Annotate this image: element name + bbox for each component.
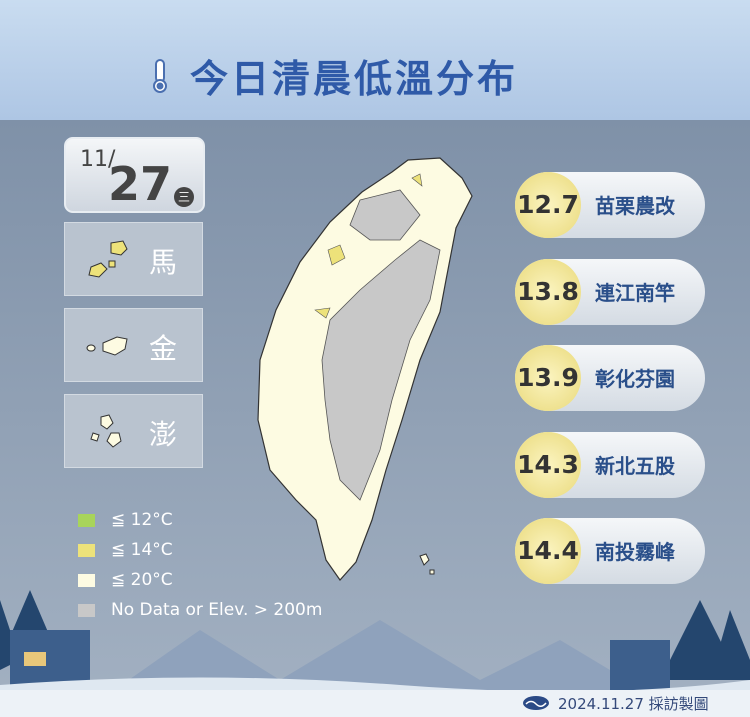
legend-swatch [78, 543, 95, 557]
house-decoration [10, 630, 90, 690]
ranking-item: 14.3 新北五股 [515, 432, 705, 498]
date-month: 11/ [80, 147, 116, 172]
ranking-value: 14.4 [515, 518, 581, 584]
island-kinmen: 金 [64, 308, 203, 382]
ranking-station: 連江南竿 [595, 281, 675, 305]
kinmen-map [86, 336, 128, 356]
ranking-item: 13.9 彰化芬園 [515, 345, 705, 411]
ranking-item: 12.7 苗栗農改 [515, 172, 705, 238]
ranking-station: 苗栗農改 [595, 194, 675, 218]
legend-swatch [78, 603, 95, 617]
page-title: 今日清晨低溫分布 [190, 57, 519, 101]
matsu-map [88, 240, 128, 278]
island-label: 馬 [149, 246, 178, 279]
mountain-no-data-area [321, 239, 441, 501]
ranking-value: 13.8 [515, 259, 581, 325]
legend-item: ≦ 14°C [78, 535, 322, 565]
green-island [419, 553, 435, 575]
winter-scenery [0, 590, 750, 700]
footer: 2024.11.27 採訪製圖 [0, 690, 750, 717]
legend-item: ≦ 20°C [78, 565, 322, 595]
ranking-station: 新北五股 [595, 454, 675, 478]
cwa-logo [523, 696, 549, 710]
legend: ≦ 12°C ≦ 14°C ≦ 20°C No Data or Elev. > … [78, 505, 322, 625]
island-penghu: 澎 [64, 394, 203, 468]
legend-swatch [78, 573, 95, 587]
ranking-value: 13.9 [515, 345, 581, 411]
ranking-value: 14.3 [515, 432, 581, 498]
thermometer-icon [153, 59, 167, 93]
date-weekday: 三 [174, 187, 194, 207]
island-label: 金 [149, 332, 178, 365]
legend-swatch [78, 513, 95, 527]
legend-item: No Data or Elev. > 200m [78, 595, 322, 625]
legend-label: ≦ 20°C [111, 570, 173, 590]
footer-credit: 2024.11.27 採訪製圖 [558, 695, 709, 713]
legend-label: No Data or Elev. > 200m [111, 600, 323, 620]
header-band [0, 0, 750, 120]
legend-item: ≦ 12°C [78, 505, 322, 535]
ranking-item: 14.4 南投霧峰 [515, 518, 705, 584]
ranking-station: 彰化芬園 [595, 367, 675, 391]
ranking-value: 12.7 [515, 172, 581, 238]
date-card: 11/ 27 三 [64, 137, 205, 213]
legend-label: ≦ 12°C [111, 510, 173, 530]
ranking-item: 13.8 連江南竿 [515, 259, 705, 325]
island-matsu: 馬 [64, 222, 203, 296]
penghu-map [90, 414, 122, 448]
house-decoration [610, 640, 670, 690]
north-no-data-area [349, 189, 421, 241]
tree-decoration [660, 600, 750, 680]
date-day: 27 [108, 157, 173, 211]
legend-label: ≦ 14°C [111, 540, 173, 560]
cold-area-miaoli [314, 173, 423, 319]
ranking-station: 南投霧峰 [595, 540, 675, 564]
island-label: 澎 [149, 418, 178, 451]
